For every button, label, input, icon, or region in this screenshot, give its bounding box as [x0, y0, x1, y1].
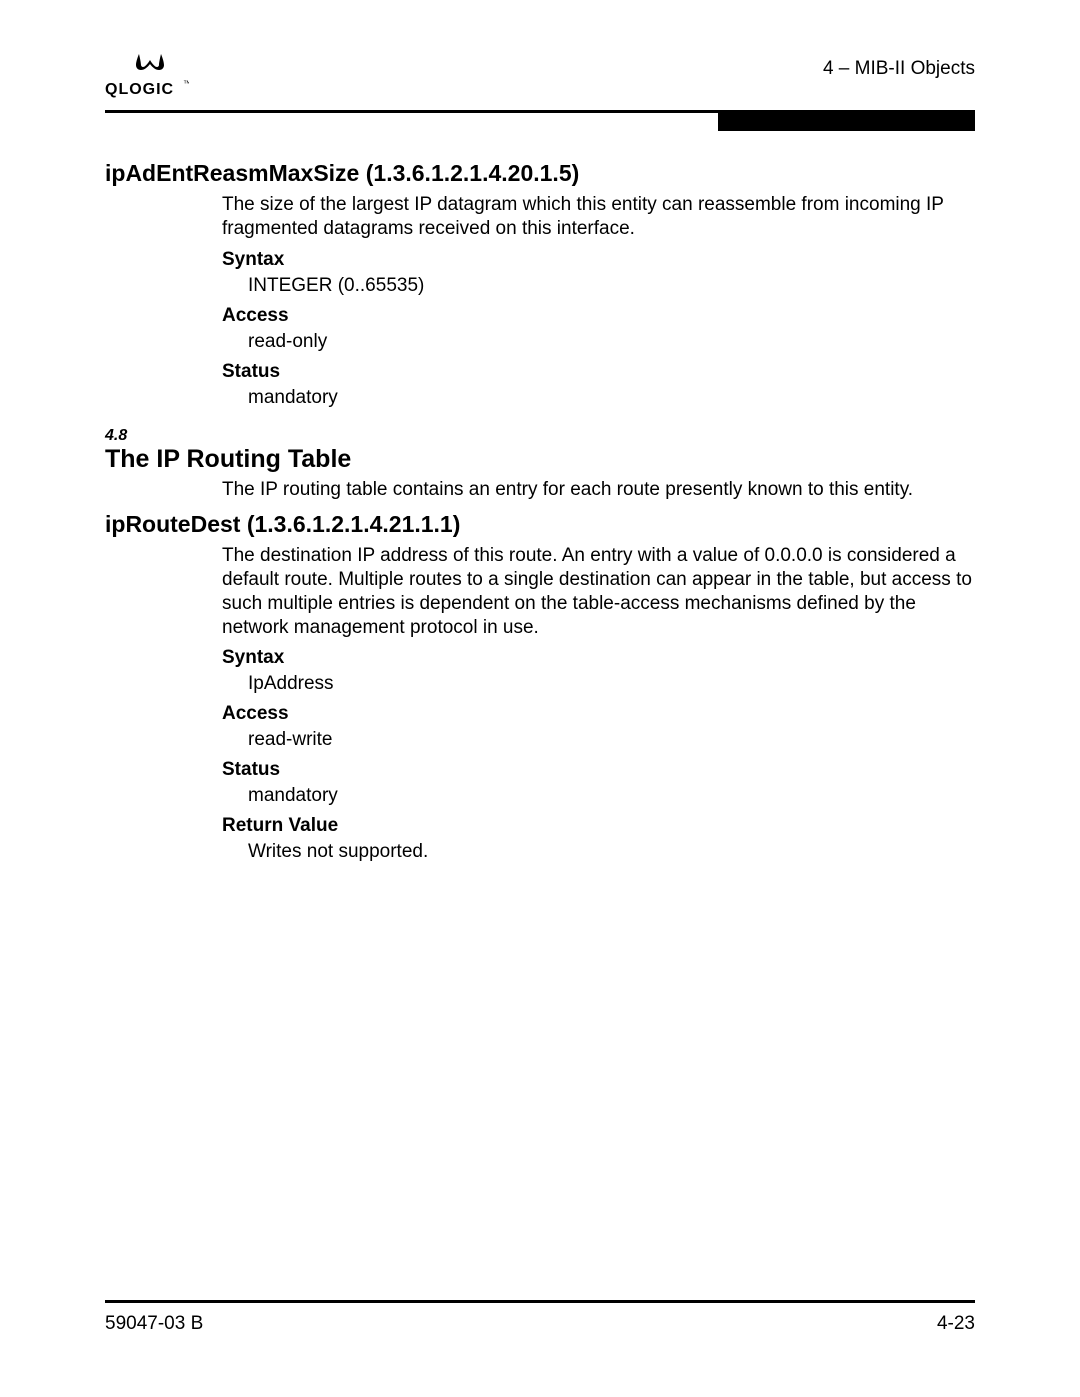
object1-syntax-label: Syntax — [222, 249, 975, 271]
footer-rule — [105, 1300, 975, 1303]
object1-access-value: read-only — [248, 331, 975, 353]
object2-heading: ipRouteDest (1.3.6.1.2.1.4.21.1.1) — [105, 511, 975, 538]
object2-status-value: mandatory — [248, 785, 975, 807]
section-description: The IP routing table contains an entry f… — [222, 478, 975, 502]
object1-status-label: Status — [222, 361, 975, 383]
object2-syntax-label: Syntax — [222, 647, 975, 669]
object1-status-value: mandatory — [248, 387, 975, 409]
object2-description: The destination IP address of this route… — [222, 544, 975, 639]
object2-access-label: Access — [222, 703, 975, 725]
header-chapter-ref: 4 – MIB-II Objects — [823, 58, 975, 80]
page-header: QLOGIC ™ 4 – MIB-II Objects — [105, 50, 975, 122]
object1-description: The size of the largest IP datagram whic… — [222, 193, 975, 241]
logo-tm: ™ — [183, 79, 189, 88]
footer-right: 4-23 — [937, 1313, 975, 1335]
object2-return-value: Writes not supported. — [248, 841, 975, 863]
footer-left: 59047-03 B — [105, 1313, 203, 1335]
object1-access-label: Access — [222, 305, 975, 327]
object2-status-label: Status — [222, 759, 975, 781]
section-heading: The IP Routing Table — [105, 445, 975, 474]
object1-syntax-value: INTEGER (0..65535) — [248, 275, 975, 297]
page-footer: 59047-03 B 4-23 — [105, 1300, 975, 1335]
object2-syntax-value: IpAddress — [248, 673, 975, 695]
page: QLOGIC ™ 4 – MIB-II Objects ipAdEntReasm… — [0, 0, 1080, 1397]
logo-text: QLOGIC — [105, 81, 174, 98]
object2-access-value: read-write — [248, 729, 975, 751]
qlogic-logo: QLOGIC ™ — [105, 52, 189, 103]
object1-heading: ipAdEntReasmMaxSize (1.3.6.1.2.1.4.20.1.… — [105, 160, 975, 187]
section-number: 4.8 — [105, 427, 975, 445]
page-content: ipAdEntReasmMaxSize (1.3.6.1.2.1.4.20.1.… — [105, 160, 975, 863]
object2-return-label: Return Value — [222, 815, 975, 837]
header-black-tab — [718, 113, 975, 131]
logo-glyph-icon — [136, 54, 164, 70]
footer-row: 59047-03 B 4-23 — [105, 1313, 975, 1335]
